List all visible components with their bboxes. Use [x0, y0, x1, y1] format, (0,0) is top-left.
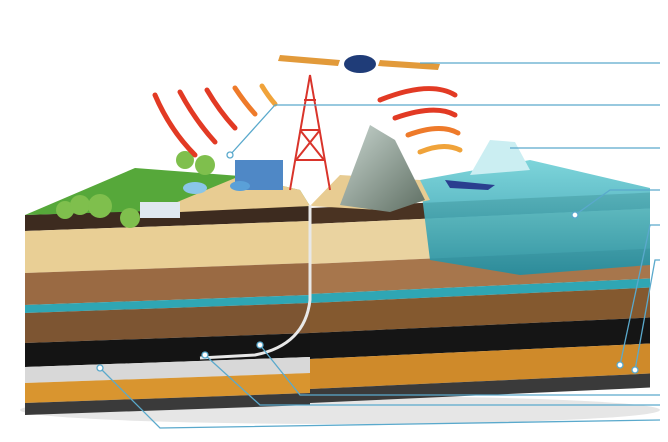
mountain	[340, 125, 425, 212]
layer-oil	[310, 317, 650, 360]
iceberg	[470, 140, 530, 175]
layer-ore	[25, 373, 310, 403]
ship	[445, 180, 495, 190]
layer-soil	[25, 205, 310, 231]
building	[140, 202, 180, 218]
layer-bedrock	[25, 393, 310, 415]
well-pipe	[199, 205, 312, 360]
trees	[56, 151, 215, 228]
tower	[289, 74, 331, 191]
layer-salt	[25, 357, 310, 383]
signal-left	[152, 83, 278, 158]
signal-right	[377, 86, 463, 155]
tank	[183, 182, 207, 194]
layer-sand	[25, 221, 310, 273]
callout-dots	[96, 151, 639, 374]
layer-gravel	[310, 287, 650, 333]
layer-aquifer	[25, 295, 310, 313]
tank	[230, 181, 250, 191]
layer-rock	[25, 263, 310, 305]
sea	[420, 160, 650, 275]
callout-lines	[99, 62, 661, 429]
layer-aquifer	[310, 278, 650, 303]
layer-gravel	[25, 303, 310, 343]
layer-ore	[310, 343, 650, 390]
satellite	[278, 55, 440, 73]
left-face	[25, 205, 310, 415]
layer-oil	[25, 333, 310, 367]
